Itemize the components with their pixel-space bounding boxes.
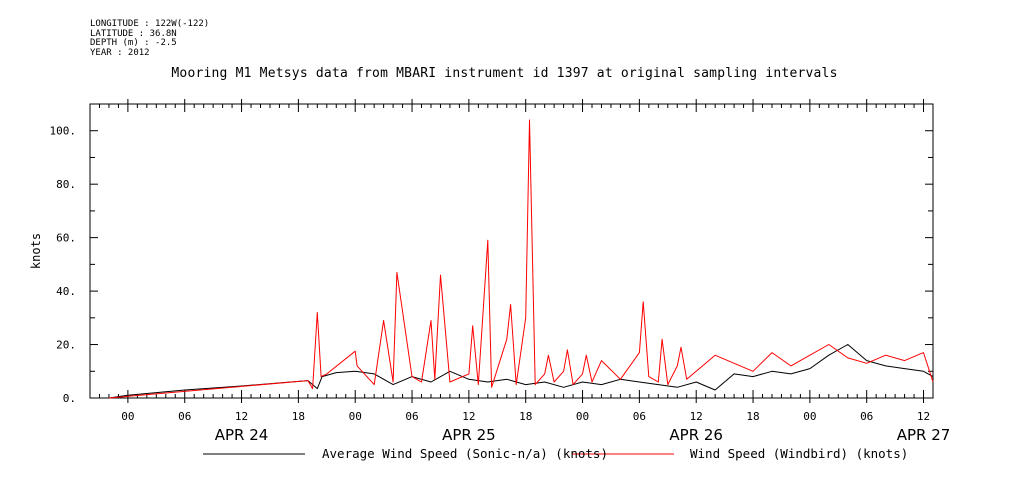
y-tick-label: 0.: [63, 392, 76, 405]
x-date-label: APR 24: [215, 426, 269, 444]
x-tick-label: 12: [235, 410, 248, 423]
y-axis-label: knots: [29, 233, 43, 269]
series-lines: [108, 119, 934, 399]
x-tick-label: 06: [405, 410, 418, 423]
meta-year: YEAR : 2012: [90, 47, 150, 58]
x-tick-label: 06: [860, 410, 873, 423]
meta-depth: DEPTH (m) : -2.5: [90, 38, 177, 48]
legend-label-windbird: Wind Speed (Windbird) (knots): [690, 446, 909, 461]
x-tick-label: 06: [178, 410, 191, 423]
x-tick-label: 12: [462, 410, 475, 423]
y-tick-label: 40.: [56, 285, 76, 298]
x-tick-label: 18: [519, 410, 532, 423]
x-tick-label: 12: [917, 410, 930, 423]
plot-frame: [89, 103, 934, 399]
x-tick-label: 00: [803, 410, 816, 423]
x-tick-label: 12: [690, 410, 703, 423]
x-tick-label: 18: [746, 410, 759, 423]
axis-labels: 0. 20. 40. 60. 80. 100. knots 00 06 12 18 00 06 12 18 0…: [29, 125, 950, 444]
y-tick-label: 20.: [56, 339, 76, 352]
x-date-label: APR 26: [669, 426, 723, 444]
x-date-label: APR 27: [897, 426, 951, 444]
y-tick-label: 60.: [56, 232, 76, 245]
metadata-block: LONGITUDE : 122W(-122) LATITUDE : 36.8N …: [90, 19, 210, 58]
x-date-label: APR 25: [442, 426, 496, 444]
x-tick-label: 18: [292, 410, 305, 423]
chart-title: Mooring M1 Metsys data from MBARI instru…: [171, 66, 838, 81]
y-tick-label: 100.: [50, 125, 77, 138]
y-tick-label: 80.: [56, 178, 76, 191]
meta-longitude: LONGITUDE : 122W(-122): [90, 19, 210, 29]
legend-label-average: Average Wind Speed (Sonic-n/a) (knots): [322, 446, 608, 461]
x-tick-label: 00: [121, 410, 134, 423]
series-line-windbird: [108, 119, 934, 399]
x-tick-label: 00: [576, 410, 589, 423]
axis-ticks: [89, 99, 934, 403]
x-tick-label: 06: [633, 410, 646, 423]
meta-latitude: LATITUDE : 36.8N: [90, 28, 177, 39]
x-tick-label: 00: [349, 410, 362, 423]
